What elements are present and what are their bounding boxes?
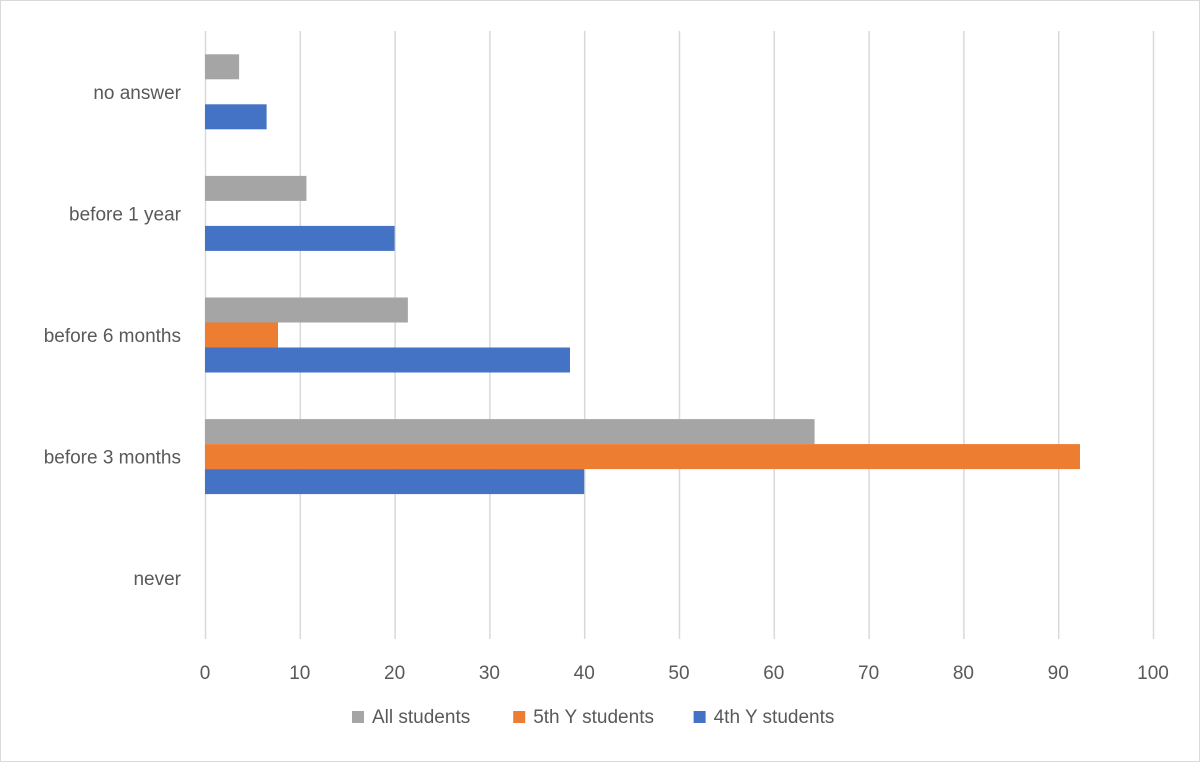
x-tick-label-10: 10 [289,663,310,684]
x-tick-label-100: 100 [1137,663,1169,684]
x-tick-label-20: 20 [384,663,405,684]
bars [205,54,1081,495]
x-tick-labels: 0 10 20 30 40 50 60 70 80 90 100 [200,663,1169,684]
category-label-never: never [133,569,181,590]
category-label-before-3-months: before 3 months [44,448,181,469]
bar-before-3-months-5th-y-students [205,444,1081,470]
category-label-before-1-year: before 1 year [69,204,182,225]
x-tick-label-30: 30 [479,663,500,684]
legend-label-all-students: All students [372,707,470,728]
category-labels: never before 3 months before 6 months befor… [44,83,182,590]
category-label-before-6-months: before 6 months [44,326,181,347]
bar-before-1-year-4th-y-students [205,225,395,251]
x-tick-label-40: 40 [574,663,595,684]
bar-no-answer-all-students [205,54,240,80]
bar-no-answer-4th-y-students [205,104,267,130]
gridlines [204,31,1155,639]
legend-label-5th-y-students: 5th Y students [533,707,654,728]
bar-before-3-months-4th-y-students [205,469,585,495]
bar-before-6-months-5th-y-students [205,322,278,348]
bar-before-1-year-all-students [205,175,307,201]
x-tick-label-60: 60 [763,663,784,684]
x-tick-label-70: 70 [858,663,879,684]
legend-swatch-all-students [352,711,364,723]
bar-before-3-months-all-students [205,419,815,445]
legend-swatch-5th-y-students [513,711,526,723]
bar-before-6-months-4th-y-students [205,347,570,373]
bar-before-6-months-all-students [205,297,408,323]
category-label-no-answer: no answer [93,83,181,104]
x-tick-label-50: 50 [668,663,689,684]
x-tick-label-0: 0 [200,663,211,684]
x-tick-label-90: 90 [1048,663,1069,684]
legend-swatch-4th-y-students [693,711,706,723]
legend: All students 5th Y students 4th Y students [352,707,834,728]
x-tick-label-80: 80 [953,663,974,684]
legend-label-4th-y-students: 4th Y students [714,707,835,728]
